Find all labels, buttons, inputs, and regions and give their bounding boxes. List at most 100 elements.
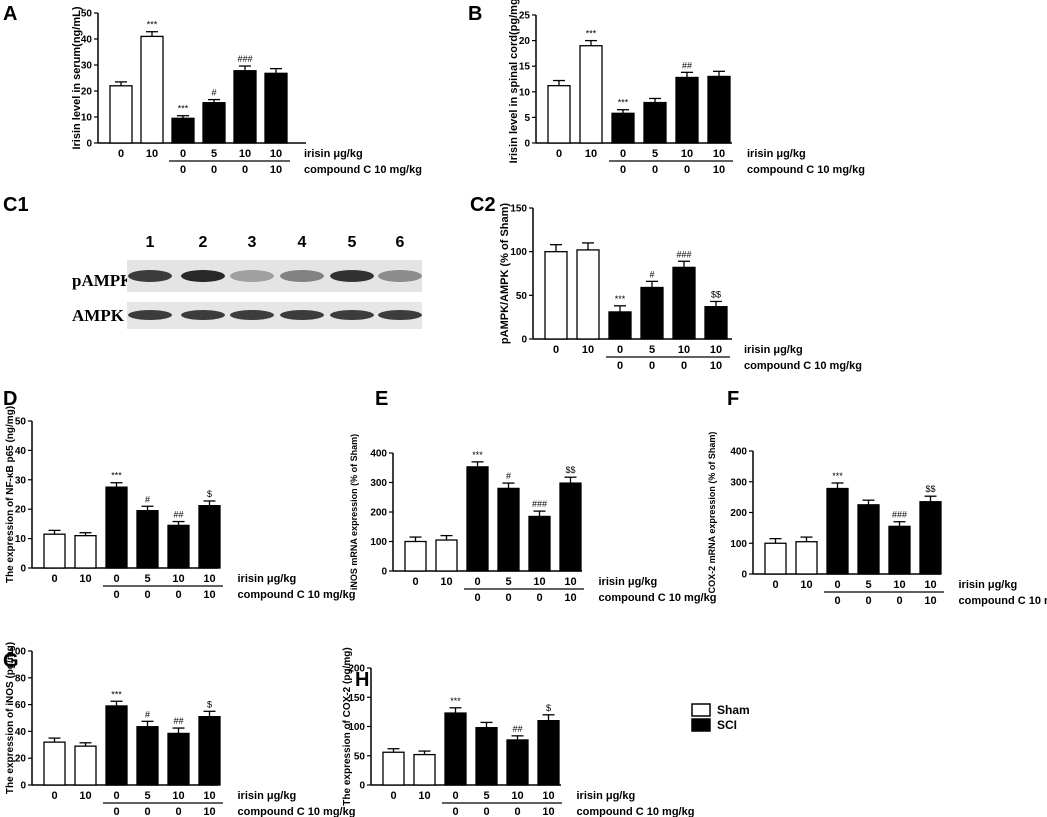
compound-dose-label: 0 [483, 806, 489, 817]
y-tick-label: 150 [348, 693, 365, 704]
irisin-dose-label: 10 [79, 790, 91, 802]
compound-dose-label: 0 [896, 595, 902, 607]
significance-label: $ [207, 489, 212, 499]
y-tick-label: 0 [524, 139, 530, 150]
bar-b-5 [675, 76, 699, 144]
irisin-dose-label: 0 [118, 148, 124, 160]
y-tick-label: 10 [519, 87, 531, 98]
irisin-dose-label: 10 [270, 148, 282, 160]
legend-swatch-sci [691, 718, 711, 732]
compound-dose-label: 0 [617, 360, 623, 372]
significance-label: # [506, 471, 511, 481]
compound-row-label: compound C 10 mg/kg [747, 164, 865, 176]
irisin-dose-label: 10 [203, 573, 215, 585]
bar-f-4 [857, 504, 880, 575]
compound-dose-label: 0 [175, 806, 181, 817]
y-tick-label: 20 [15, 754, 27, 765]
significance-label: ## [173, 510, 183, 520]
irisin-dose-label: 10 [418, 790, 430, 802]
significance-label: ### [676, 249, 691, 259]
legend-swatch-sham [691, 703, 711, 717]
bar-c2-5 [672, 266, 696, 340]
blot-band-pampk-4 [280, 270, 324, 282]
panel-label-d: D [3, 388, 17, 410]
compound-dose-label: 0 [652, 164, 658, 176]
bar-e-6 [559, 482, 582, 572]
y-axis-label: The expression of COX-2 (pg/mg) [342, 647, 353, 805]
y-tick-label: 30 [81, 61, 93, 72]
irisin-dose-label: 5 [649, 344, 655, 356]
bar-d-4 [136, 510, 159, 569]
y-tick-label: 0 [20, 781, 26, 792]
bar-c2-3 [608, 311, 632, 340]
irisin-dose-label: 10 [713, 148, 725, 160]
compound-dose-label: 10 [564, 592, 576, 604]
y-tick-label: 0 [521, 335, 527, 346]
bar-h-2 [413, 753, 436, 786]
compound-dose-label: 10 [710, 360, 722, 372]
compound-dose-label: 0 [175, 589, 181, 601]
bar-d-5 [167, 524, 190, 569]
bar-d-1 [43, 533, 66, 569]
significance-label: # [211, 88, 216, 98]
y-tick-label: 200 [348, 664, 365, 675]
blot-band-ampk-3 [230, 310, 274, 320]
y-axis-label: The expression of iNOS (pg/mg) [5, 642, 16, 794]
bar-f-6 [919, 501, 942, 575]
y-tick-label: 20 [15, 505, 27, 516]
bar-f-1 [764, 542, 787, 575]
y-tick-label: 300 [370, 478, 387, 489]
irisin-dose-label: 10 [585, 148, 597, 160]
significance-label: ## [682, 60, 692, 70]
irisin-dose-label: 10 [172, 790, 184, 802]
compound-dose-label: 0 [144, 589, 150, 601]
significance-label: # [145, 709, 150, 719]
compound-dose-label: 10 [924, 595, 936, 607]
irisin-row-label: irisin μg/kg [599, 576, 658, 588]
panel-label-c2: C2 [470, 194, 496, 216]
compound-dose-label: 0 [474, 592, 480, 604]
y-axis-label: COX-2 mRNA expression (% of Sham) [707, 432, 717, 594]
y-tick-label: 0 [741, 570, 747, 581]
compound-dose-label: 0 [180, 164, 186, 176]
compound-dose-label: 0 [505, 592, 511, 604]
irisin-dose-label: 10 [564, 576, 576, 588]
irisin-dose-label: 10 [239, 148, 251, 160]
compound-dose-label: 0 [113, 806, 119, 817]
irisin-dose-label: 0 [474, 576, 480, 588]
blot-bands [127, 260, 422, 329]
compound-dose-label: 0 [514, 806, 520, 817]
y-tick-label: 0 [20, 564, 26, 575]
bar-c2-2 [576, 249, 600, 340]
blot-lane-numbers: 1 2 3 4 5 6 [146, 234, 405, 251]
bar-d-2 [74, 535, 97, 569]
y-tick-label: 25 [519, 11, 531, 22]
irisin-dose-label: 0 [180, 148, 186, 160]
bar-d-6 [198, 505, 221, 569]
irisin-dose-label: 0 [452, 790, 458, 802]
compound-dose-label: 10 [542, 806, 554, 817]
bar-g-4 [136, 726, 159, 786]
y-tick-label: 40 [81, 35, 93, 46]
compound-row-label: compound C 10 mg/kg [238, 589, 356, 601]
y-tick-label: 0 [86, 139, 92, 150]
y-axis-label: Irisin level in spinal cord(pg/mg) [508, 0, 520, 163]
significance-label: ### [892, 510, 907, 520]
irisin-row-label: irisin μg/kg [238, 573, 297, 585]
bar-c2-6 [704, 306, 728, 340]
significance-label: *** [472, 450, 483, 460]
y-tick-label: 200 [370, 508, 387, 519]
bar-a-5 [233, 70, 257, 144]
bar-e-5 [528, 515, 551, 572]
bar-g-1 [43, 741, 66, 786]
compound-dose-label: 10 [270, 164, 282, 176]
irisin-dose-label: 0 [772, 579, 778, 591]
irisin-dose-label: 10 [533, 576, 545, 588]
irisin-dose-label: 10 [172, 573, 184, 585]
significance-label: *** [147, 20, 158, 30]
compound-row-label: compound C 10 mg/kg [238, 806, 356, 817]
